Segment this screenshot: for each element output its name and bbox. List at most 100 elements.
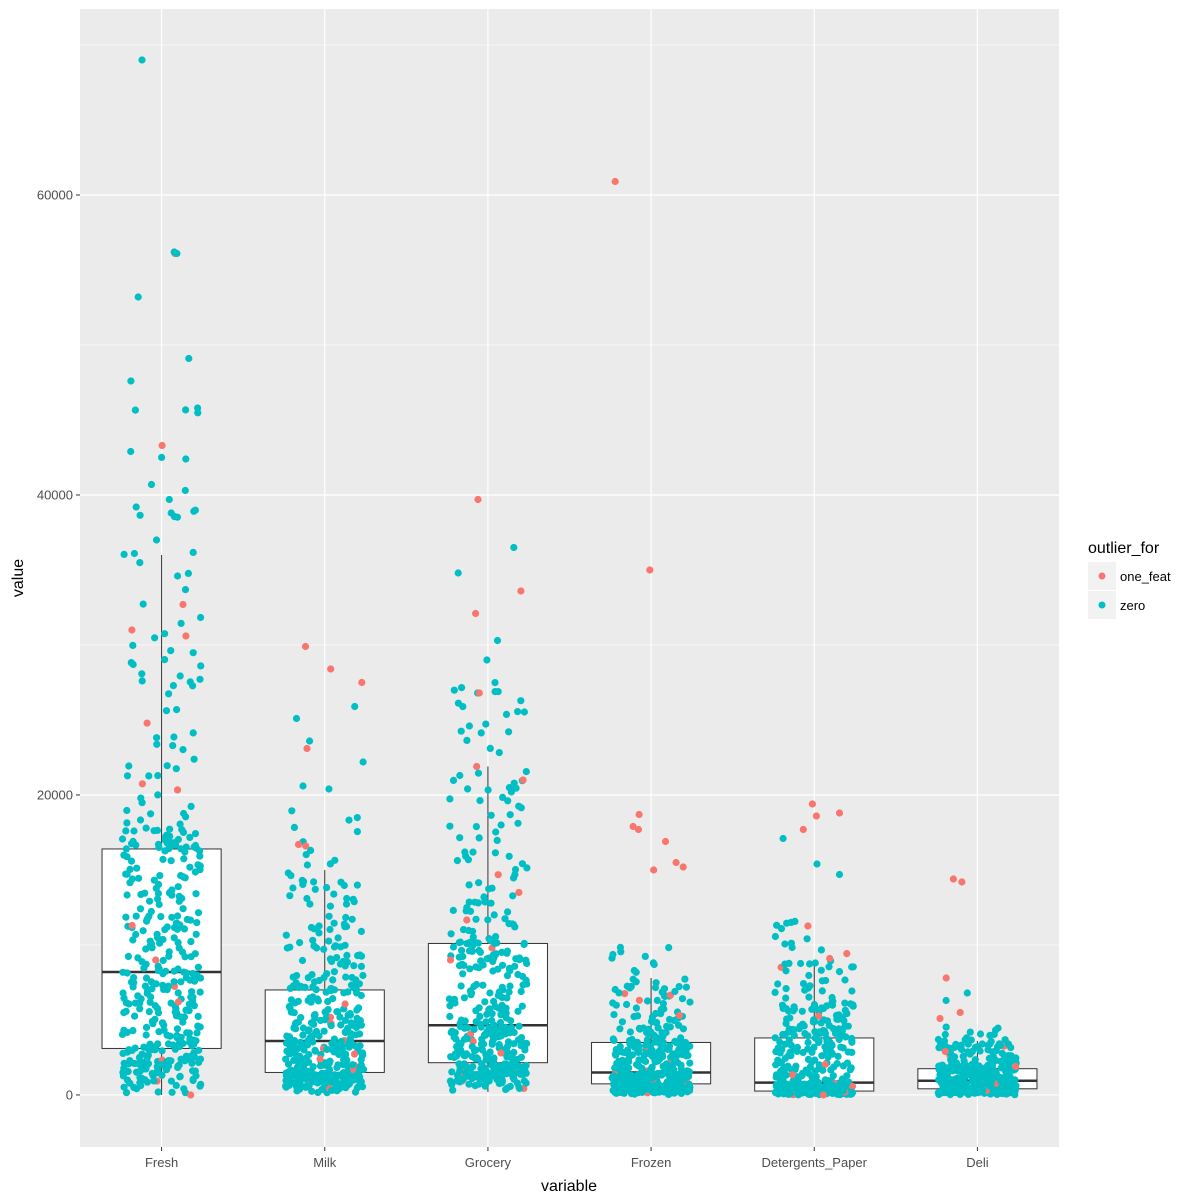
data-point-one-feat (835, 809, 844, 817)
data-point-zero (670, 1016, 678, 1025)
data-point-zero (1007, 1055, 1015, 1063)
data-point-zero (154, 934, 162, 942)
data-point-zero (186, 916, 195, 924)
data-point-zero (798, 1007, 806, 1015)
data-point-zero (357, 962, 365, 971)
data-point-zero (653, 996, 661, 1005)
data-point-zero (456, 771, 464, 780)
data-point-zero (826, 1087, 835, 1096)
data-point-zero (797, 959, 805, 968)
data-point-zero (120, 1026, 128, 1034)
data-point-zero (283, 1032, 291, 1040)
data-point-zero (659, 1038, 667, 1046)
data-point-one-feat (949, 875, 958, 883)
data-point-zero (451, 1029, 459, 1037)
data-point-zero (456, 834, 464, 842)
data-point-zero (771, 932, 780, 941)
data-point-zero (132, 912, 140, 920)
data-point-zero (806, 960, 814, 968)
data-point-zero (318, 1069, 326, 1078)
data-point-zero (190, 755, 198, 763)
data-point-zero (989, 1088, 997, 1096)
data-point-zero (482, 1018, 490, 1026)
data-point-zero (1000, 1055, 1009, 1063)
data-point-zero (344, 1011, 352, 1019)
data-point-zero (289, 884, 297, 892)
data-point-zero (659, 1000, 668, 1008)
data-point-zero (148, 1045, 156, 1053)
data-point-zero (311, 1046, 319, 1054)
data-point-zero (1007, 1081, 1015, 1089)
data-point-zero (684, 1051, 692, 1060)
data-point-zero (641, 952, 649, 961)
data-point-zero (515, 954, 524, 962)
data-point-one-feat (843, 950, 851, 958)
data-point-zero (470, 1025, 478, 1033)
data-point-zero (155, 900, 163, 909)
x-tick-label: Milk (313, 1155, 337, 1170)
data-point-zero (153, 734, 161, 742)
data-point-zero (293, 1063, 301, 1072)
data-point-zero (784, 1052, 793, 1060)
data-point-zero (179, 828, 188, 837)
data-point-zero (168, 913, 176, 921)
data-point-zero (147, 480, 156, 489)
data-point-zero (131, 406, 139, 414)
data-point-zero (834, 1052, 842, 1060)
data-point-zero (992, 1056, 1000, 1064)
data-point-zero (147, 810, 155, 818)
data-point-zero (136, 1005, 144, 1013)
data-point-zero (122, 1089, 131, 1097)
x-axis-title: variable (541, 1178, 597, 1195)
data-point-zero (472, 915, 480, 923)
data-point-zero (984, 1061, 992, 1069)
data-point-zero (135, 874, 143, 882)
data-point-zero (487, 899, 495, 907)
data-point-zero (159, 981, 167, 989)
data-point-zero (984, 1046, 992, 1054)
data-point-zero (827, 1066, 835, 1074)
data-point-zero (502, 1014, 510, 1022)
data-point-zero (293, 972, 301, 980)
data-point-zero (837, 1043, 845, 1051)
data-point-zero (287, 996, 295, 1004)
data-point-zero (174, 989, 182, 997)
data-point-zero (479, 981, 487, 989)
data-point-zero (811, 1004, 819, 1012)
data-point-zero (617, 1081, 625, 1089)
data-point-zero (616, 1025, 624, 1033)
data-point-zero (464, 785, 472, 793)
data-point-zero (942, 996, 950, 1005)
data-point-zero (307, 923, 315, 932)
data-point-zero (293, 1073, 301, 1081)
data-point-zero (849, 1002, 857, 1010)
data-point-zero (147, 940, 156, 948)
data-point-zero (465, 898, 473, 906)
data-point-zero (328, 1086, 336, 1094)
data-point-zero (170, 978, 178, 986)
data-point-zero (476, 1012, 484, 1021)
data-point-zero (343, 894, 351, 903)
data-point-zero (158, 453, 166, 461)
data-point-zero (628, 1035, 636, 1044)
data-point-zero (132, 503, 140, 511)
data-point-zero (631, 1076, 639, 1084)
data-point-zero (288, 1079, 296, 1087)
data-point-zero (165, 690, 173, 698)
data-point-zero (187, 802, 195, 811)
data-point-zero (326, 860, 334, 868)
data-point-zero (177, 1055, 185, 1063)
data-point-zero (138, 670, 146, 678)
data-point-zero (630, 1043, 639, 1051)
data-point-zero (815, 1028, 824, 1036)
data-point-zero (502, 1023, 510, 1031)
data-point-zero (1001, 1036, 1009, 1044)
data-point-zero (488, 884, 496, 892)
data-point-zero (503, 1053, 511, 1061)
data-point-zero (505, 852, 513, 860)
data-point-zero (448, 997, 457, 1005)
data-point-zero (172, 1081, 180, 1090)
data-point-zero (124, 1067, 132, 1076)
data-point-one-feat (635, 810, 643, 819)
data-point-zero (507, 1024, 515, 1032)
